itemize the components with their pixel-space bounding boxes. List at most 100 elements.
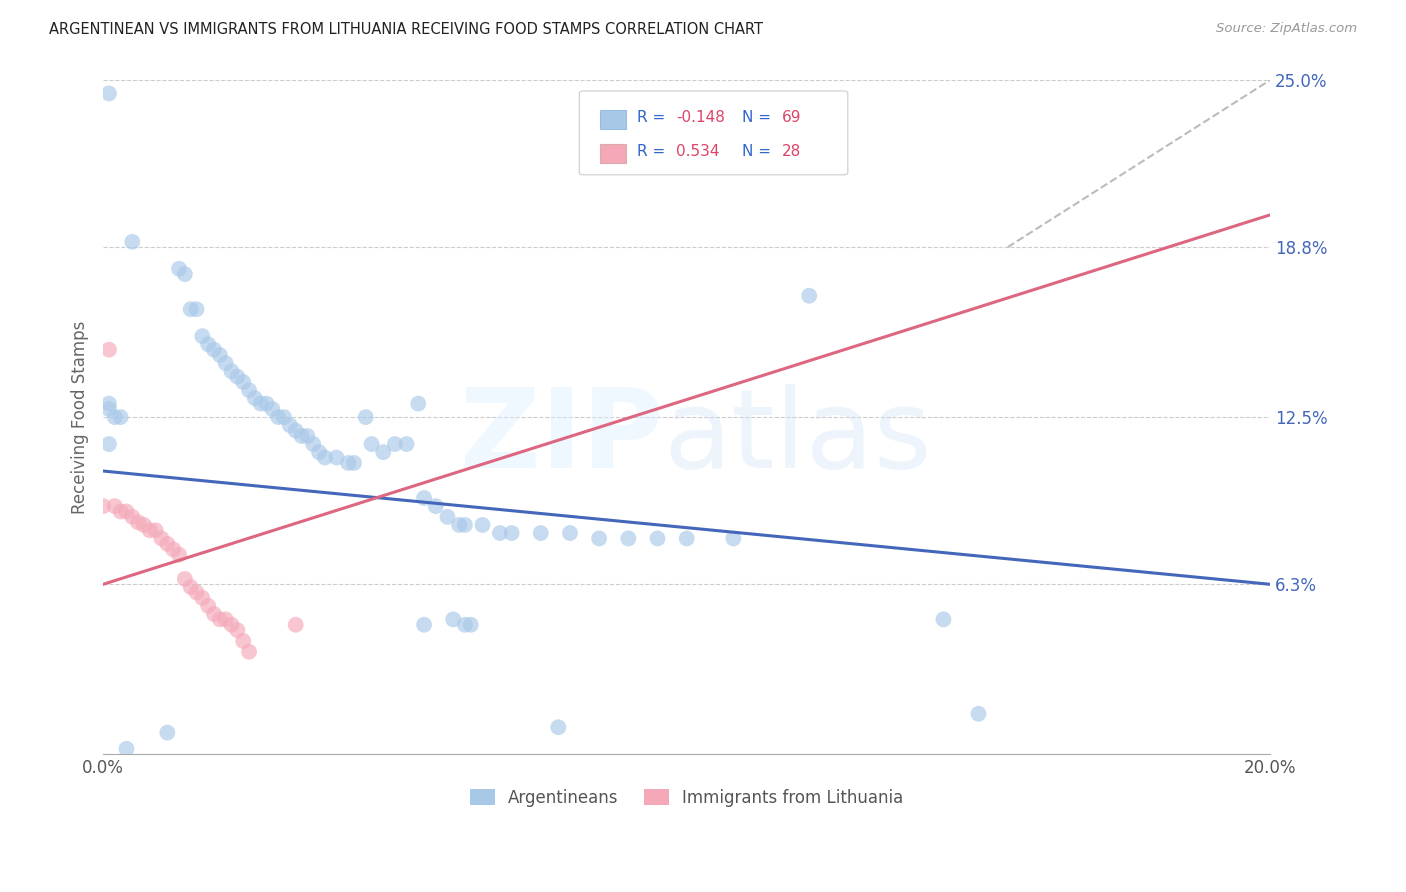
Point [501,526,523,541]
Point [262,402,284,417]
Point [425,499,447,513]
Text: R =: R = [637,110,671,125]
Point [215,612,238,626]
Text: 28: 28 [782,144,801,159]
Point [314,450,336,465]
Point [197,337,219,351]
Point [110,504,132,518]
Point [156,537,179,551]
Point [278,418,301,433]
Point [471,518,494,533]
Point [191,329,214,343]
Point [127,516,149,530]
Point [121,509,143,524]
Point [232,634,254,648]
Text: ZIP: ZIP [460,384,664,491]
Point [273,410,295,425]
Point [115,504,138,518]
Point [173,572,195,586]
Point [243,391,266,405]
Point [121,235,143,249]
Point [723,532,745,546]
Point [97,396,120,410]
Point [454,617,477,632]
Point [290,429,312,443]
Point [373,445,395,459]
Point [238,645,260,659]
Point [441,612,464,626]
Point [197,599,219,613]
Text: N =: N = [742,144,776,159]
Text: atlas: atlas [664,384,932,491]
Point [297,429,319,443]
Point [249,396,271,410]
Point [221,617,243,632]
Point [967,706,990,721]
Point [167,548,190,562]
Point [489,526,512,541]
Point [97,87,120,101]
Point [173,267,195,281]
Text: 0.534: 0.534 [676,144,720,159]
Point [413,491,436,505]
Point [354,410,377,425]
Point [208,612,231,626]
Point [221,364,243,378]
Point [308,445,330,459]
Point [232,375,254,389]
Point [384,437,406,451]
Point [413,617,436,632]
Point [110,410,132,425]
Point [238,383,260,397]
Point [132,518,155,533]
Text: 69: 69 [782,110,801,125]
Point [97,343,120,357]
Point [215,356,238,370]
Point [97,437,120,451]
Point [97,402,120,417]
Point [799,289,821,303]
Point [139,524,162,538]
Point [449,518,471,533]
Point [267,410,290,425]
Point [186,585,208,599]
Point [360,437,382,451]
Point [647,532,669,546]
Point [91,499,114,513]
Point [104,410,127,425]
Point [180,580,202,594]
Point [256,396,278,410]
Point [186,302,208,317]
Point [406,396,429,410]
Point [167,261,190,276]
Point [115,741,138,756]
Point [104,499,127,513]
Point [202,607,225,621]
Text: Source: ZipAtlas.com: Source: ZipAtlas.com [1216,22,1357,36]
Text: -0.148: -0.148 [676,110,725,125]
Point [191,591,214,605]
Point [325,450,347,465]
Point [436,509,458,524]
Point [156,725,179,739]
Point [284,617,307,632]
Point [343,456,366,470]
Point [617,532,640,546]
Point [226,623,249,637]
Point [162,542,184,557]
Point [180,302,202,317]
Point [395,437,418,451]
Legend: Argentineans, Immigrants from Lithuania: Argentineans, Immigrants from Lithuania [464,782,910,814]
Point [454,518,477,533]
Point [284,424,307,438]
Point [558,526,581,541]
Text: R =: R = [637,144,671,159]
Text: N =: N = [742,110,776,125]
Point [530,526,553,541]
Point [337,456,360,470]
Point [547,720,569,734]
Y-axis label: Receiving Food Stamps: Receiving Food Stamps [72,320,89,514]
Point [226,369,249,384]
Point [302,437,325,451]
Point [150,532,173,546]
